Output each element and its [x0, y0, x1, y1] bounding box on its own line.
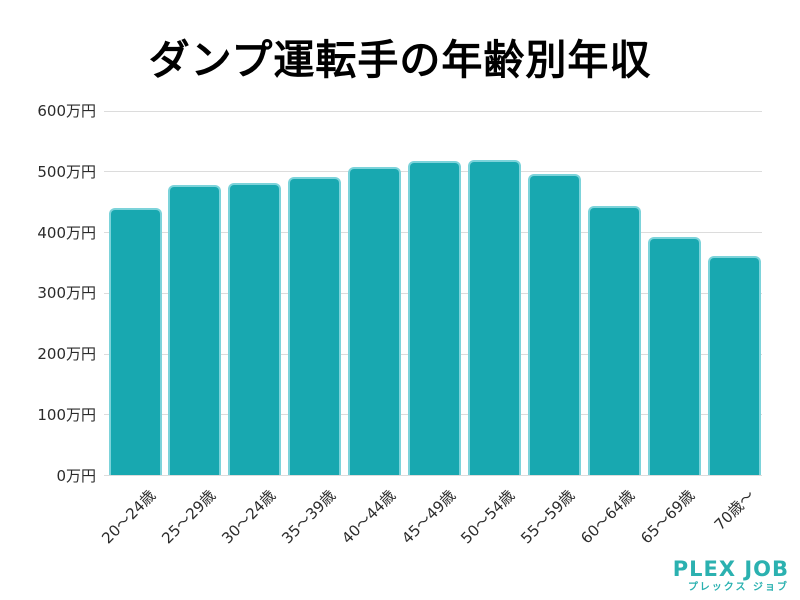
y-tick-label: 100万円	[37, 405, 96, 424]
bar	[467, 159, 521, 476]
gridline	[104, 110, 762, 112]
bar	[228, 183, 282, 476]
plex-job-logo: PLEX JOB プレックス ジョブ	[673, 559, 789, 593]
bar	[408, 161, 461, 476]
bar	[108, 208, 162, 476]
bar	[527, 174, 581, 476]
bar	[647, 236, 701, 476]
gridline	[104, 475, 762, 476]
y-tick-label: 400万円	[37, 223, 96, 242]
y-tick-label: 500万円	[37, 162, 96, 181]
chart-title: ダンプ運転手の年齢別年収	[148, 36, 652, 84]
logo-subtext: プレックス ジョブ	[687, 582, 789, 593]
y-tick-label: 0万円	[56, 466, 96, 485]
y-tick-label: 300万円	[37, 284, 96, 303]
logo-text: PLEX JOB	[672, 557, 789, 581]
y-tick-label: 600万円	[37, 102, 96, 120]
bar	[288, 177, 342, 476]
bar	[168, 184, 222, 476]
bar	[348, 167, 402, 476]
bar	[707, 256, 761, 476]
y-tick-label: 200万円	[37, 345, 96, 363]
bar	[587, 205, 641, 476]
